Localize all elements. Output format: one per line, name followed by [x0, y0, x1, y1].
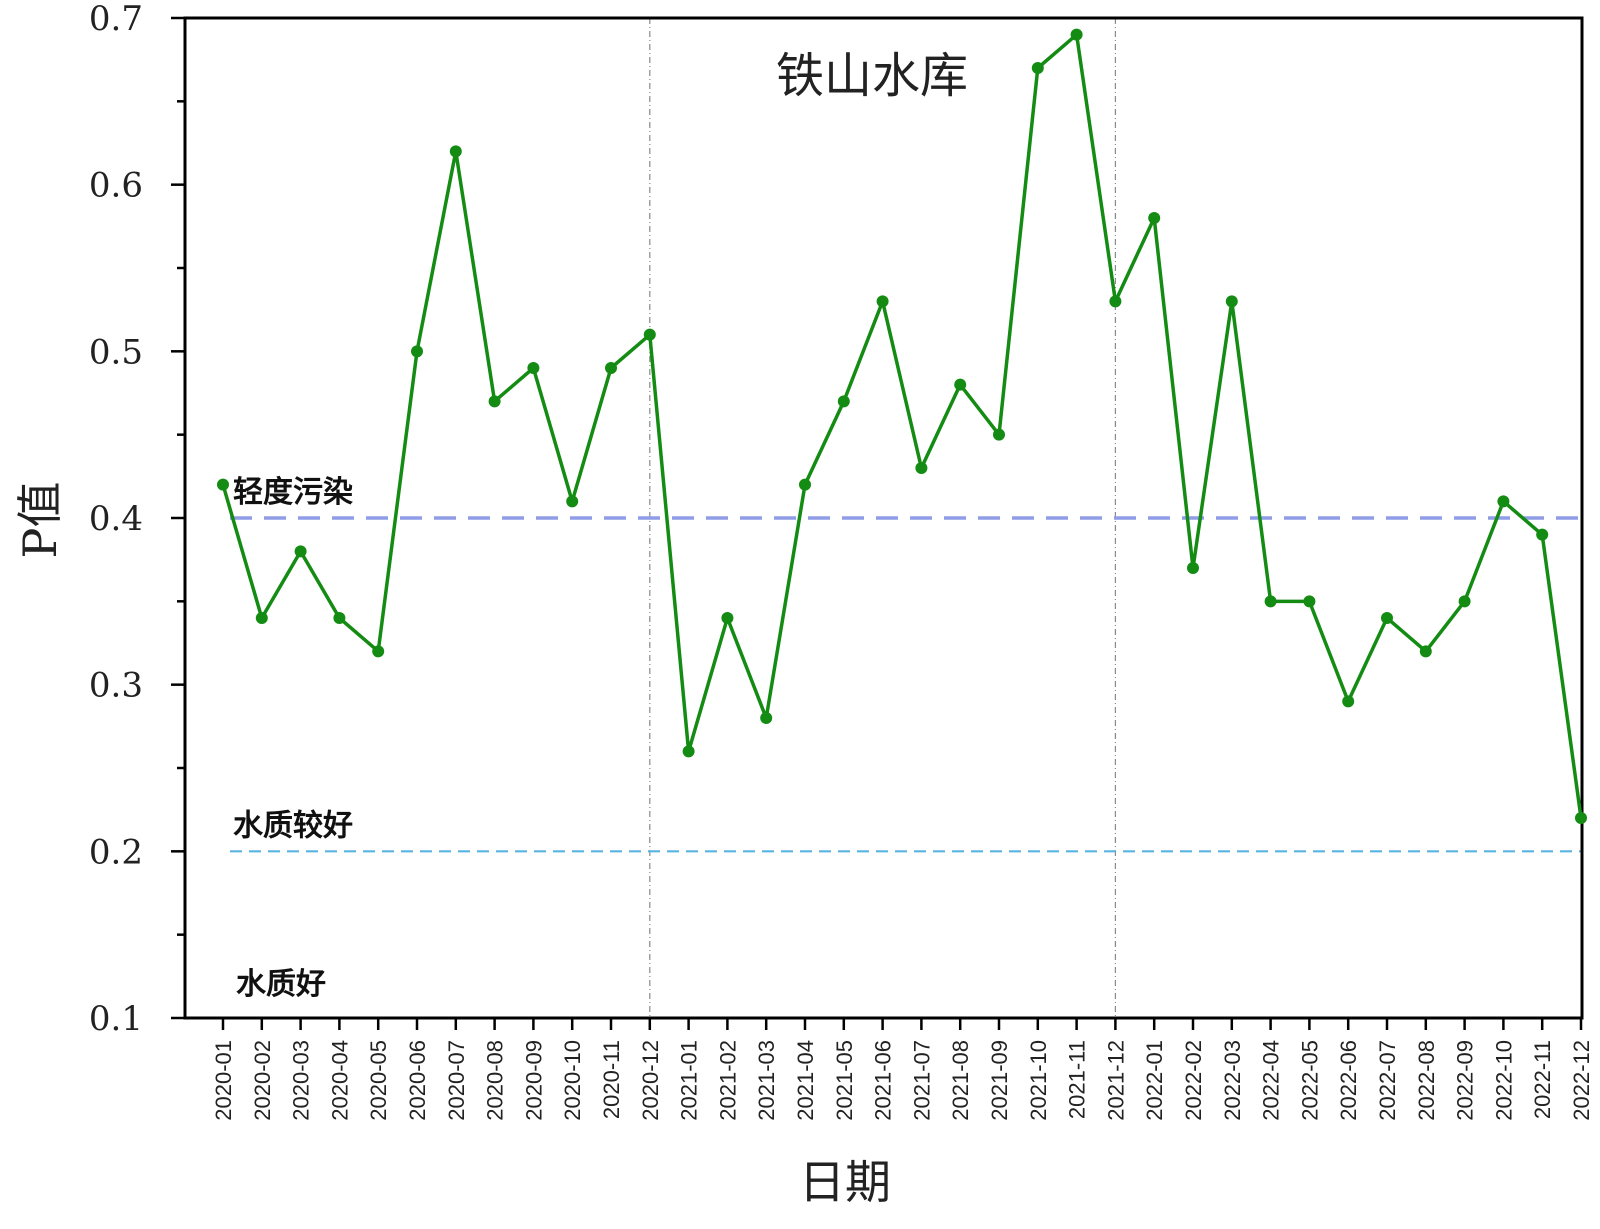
x-tick-label: 2022-12 [1569, 1040, 1594, 1121]
data-point [643, 328, 656, 341]
data-point [837, 395, 850, 408]
x-tick-label: 2021-06 [871, 1040, 896, 1121]
data-point [1225, 295, 1238, 308]
data-point [760, 712, 773, 724]
y-tick-label: 0.7 [89, 0, 143, 39]
data-point [915, 462, 928, 474]
x-tick-label: 2021-11 [1065, 1040, 1090, 1119]
y-tick-label: 0.4 [89, 499, 143, 539]
y-tick-label: 0.1 [89, 999, 143, 1039]
x-tick-label: 2021-02 [715, 1040, 740, 1121]
x-tick-label: 2020-03 [289, 1040, 314, 1121]
x-tick-label: 2022-06 [1336, 1040, 1361, 1121]
x-tick-label: 2021-08 [948, 1040, 973, 1121]
data-point [1458, 595, 1471, 608]
x-tick-label: 2020-08 [483, 1040, 508, 1121]
x-tick-label: 2020-10 [560, 1040, 585, 1121]
data-point [682, 745, 695, 758]
data-point [1536, 528, 1549, 541]
data-point [1381, 612, 1393, 624]
data-point [1109, 295, 1122, 308]
x-tick-label: 2020-04 [327, 1040, 352, 1121]
x-tick-label: 2021-12 [1103, 1040, 1128, 1121]
data-point [954, 378, 967, 391]
x-tick-label: 2020-06 [405, 1040, 430, 1121]
x-axis-title: 日期 [799, 1155, 891, 1209]
x-tick-label: 2021-03 [754, 1040, 779, 1121]
x-tick-label: 2020-11 [599, 1040, 624, 1119]
x-tick-label: 2022-03 [1220, 1040, 1245, 1121]
x-tick-label: 2020-09 [521, 1040, 546, 1121]
data-point [1264, 595, 1277, 608]
x-tick-label: 2021-04 [793, 1040, 818, 1121]
data-point [1303, 595, 1316, 608]
y-axis-title: P值 [13, 482, 67, 559]
x-tick-label: 2020-05 [366, 1040, 391, 1121]
x-tick-label: 2022-08 [1414, 1040, 1439, 1121]
data-point [488, 395, 501, 408]
data-point [605, 362, 617, 374]
x-tick-label: 2021-05 [832, 1040, 857, 1121]
x-tick-label: 2020-02 [250, 1040, 275, 1121]
x-tick-label: 2021-01 [677, 1040, 702, 1121]
x-tick-label: 2021-10 [1026, 1040, 1051, 1121]
x-tick-label: 2022-02 [1181, 1040, 1206, 1121]
data-point [876, 295, 889, 308]
data-point [1070, 28, 1083, 41]
x-tick-label: 2022-01 [1142, 1040, 1167, 1121]
data-point [255, 612, 268, 624]
data-point [527, 362, 540, 374]
chart-title: 铁山水库 [776, 48, 968, 104]
data-point [1575, 812, 1587, 824]
data-point [721, 612, 734, 624]
data-point [294, 545, 307, 558]
data-point [411, 345, 423, 358]
y-tick-label: 0.3 [89, 666, 143, 706]
y-tick-label: 0.2 [89, 832, 143, 872]
x-tick-label: 2022-11 [1530, 1040, 1555, 1119]
x-tick-label: 2022-10 [1491, 1040, 1516, 1121]
data-point [1031, 62, 1044, 74]
data-point [1342, 695, 1355, 708]
data-point [372, 645, 385, 658]
x-tick-label: 2021-07 [909, 1040, 934, 1121]
y-tick-label: 0.6 [89, 166, 143, 206]
data-point [449, 145, 462, 158]
data-point [1497, 495, 1510, 508]
data-point [1187, 562, 1199, 574]
x-tick-label: 2020-01 [211, 1040, 236, 1121]
x-tick-label: 2022-05 [1297, 1040, 1322, 1121]
series-line [221, 32, 1583, 819]
data-point [1419, 645, 1432, 658]
data-point [217, 478, 229, 491]
region-label: 水质好 [236, 967, 326, 1002]
reference-line-label: 水质较好 [233, 808, 353, 843]
data-point [993, 428, 1005, 441]
x-tick-label: 2021-09 [987, 1040, 1012, 1121]
x-tick-label: 2022-07 [1375, 1040, 1400, 1121]
data-point [333, 612, 346, 624]
x-tick-label: 2020-07 [444, 1040, 469, 1121]
x-tick-label: 2022-09 [1453, 1040, 1478, 1121]
data-point [566, 495, 579, 508]
y-tick-label: 0.5 [89, 332, 143, 372]
x-tick-label: 2022-04 [1259, 1040, 1284, 1121]
data-point [799, 478, 811, 491]
x-tick-label: 2020-12 [638, 1040, 663, 1121]
data-point [1148, 212, 1161, 224]
reference-line-label: 轻度污染 [233, 475, 353, 510]
